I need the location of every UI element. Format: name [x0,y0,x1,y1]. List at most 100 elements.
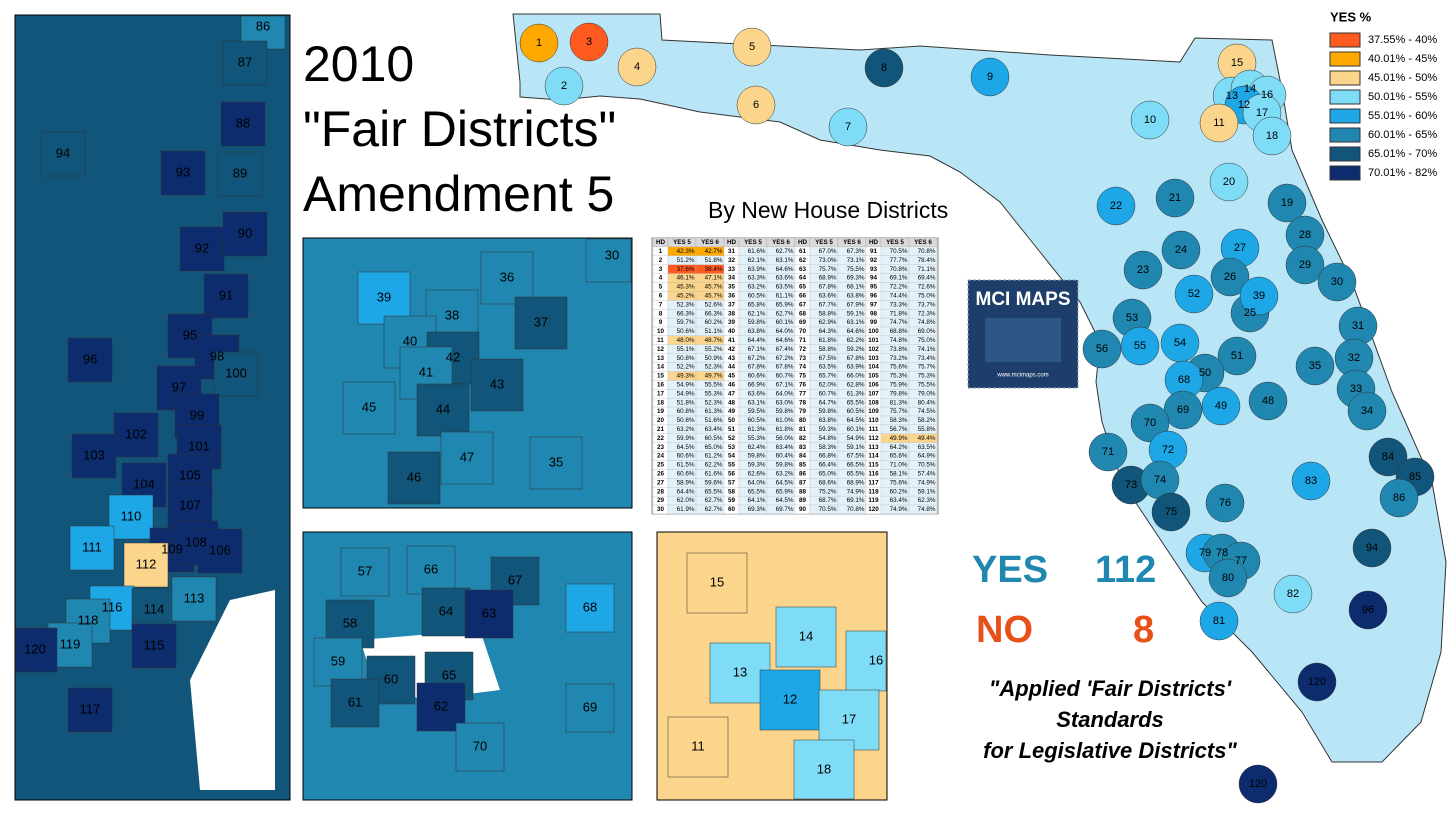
table-cell: 64.4% [748,337,766,344]
table-cell: 79 [799,408,807,415]
table-cell: 12 [657,346,665,353]
district-label: 1 [536,37,542,49]
legend-swatch [1329,108,1361,124]
table-cell: 55.3% [705,390,723,397]
table-cell: 51.1% [705,328,723,335]
table-cell: 13 [657,355,665,362]
table-cell: 84 [799,453,807,460]
district-area [1273,574,1313,614]
table-cell: 72 [799,346,807,353]
table-cell: 69.1% [890,275,908,282]
district-area [1161,230,1201,270]
table-header: YES 5 [744,239,762,246]
table-cell: 60.8% [677,408,695,415]
table-cell: 66.3% [677,310,695,317]
table-cell: 67.8% [819,284,837,291]
table-cell: 61.3% [748,426,766,433]
table-cell: 60.1% [776,319,794,326]
district-label: 118 [78,612,99,627]
district-area [732,27,772,67]
table-cell: 60.2% [890,488,908,495]
district-area [1297,662,1337,702]
district-area [213,351,259,397]
table-cell: 88 [799,488,807,495]
legend-label: 55.01% - 60% [1368,110,1437,122]
district-label: 52 [1188,288,1200,300]
table-cell: 67.1% [748,346,766,353]
table-cell: 67.3% [847,248,865,255]
district-area [828,107,868,147]
table-cell: 52.6% [705,301,723,308]
district-label: 100 [225,365,247,380]
table-cell: 68.6% [819,479,837,486]
table-cell: 54.9% [677,390,695,397]
table-cell: 71.8% [890,310,908,317]
district-label: 103 [83,447,105,462]
cell-bg [908,504,938,515]
table-cell: 58.1% [890,471,908,478]
table-cell: 64.9% [918,453,936,460]
table-cell: 75 [799,373,807,380]
table-header: YES 5 [673,239,691,246]
district-area [1130,403,1170,443]
table-cell: 119 [868,497,879,504]
table-cell: 75.0% [918,337,936,344]
table-cell: 49.3% [677,373,695,380]
table-cell: 64 [799,275,807,282]
table-cell: 60.7% [819,390,837,397]
table-cell: 87 [799,479,807,486]
table-cell: 85 [799,462,807,469]
table-cell: 54.9% [847,435,865,442]
district-label: 87 [238,54,252,69]
table-cell: 63.5% [819,364,837,371]
district-label: 19 [1281,197,1293,209]
table-cell: 103 [868,355,879,362]
district-area [313,637,363,687]
district-label: 26 [1224,271,1236,283]
table-header: HD [656,239,666,246]
district-area [736,85,776,125]
district-label: 56 [1096,343,1108,355]
table-cell: 73.2% [890,355,908,362]
legend-label: 60.01% - 65% [1368,129,1437,141]
table-cell: 61.6% [705,471,723,478]
table-cell: 108 [868,399,879,406]
results-table: HD YES 5 YES 6 1 42.3% 42.7% 2 51.2% 51.8% 3 37.6%… [651,237,939,515]
district-area [179,226,225,272]
district-label: 5 [749,41,755,53]
table-cell: 74.1% [918,346,936,353]
table-cell: 60.5% [748,417,766,424]
legend-swatch [1329,32,1361,48]
district-label: 101 [188,438,210,453]
district-label: 70 [1144,417,1156,429]
table-cell: 62.6% [748,471,766,478]
table-cell: 73.3% [890,301,908,308]
table-cell: 58.8% [819,346,837,353]
table-cell: 67.5% [847,453,865,460]
table-header: YES 6 [843,239,861,246]
district-area [217,151,263,197]
table-cell: 74.5% [918,408,936,415]
table-cell: 92 [870,257,878,264]
district-area [440,431,494,485]
table-cell: 60 [728,506,736,513]
district-area [845,630,887,692]
subtitle: By New House Districts [708,197,948,223]
water [190,590,275,790]
table-cell: 105 [868,373,879,380]
table-cell: 64.1% [748,497,766,504]
table-cell: 67.5% [819,355,837,362]
district-label: 66 [424,561,438,576]
district-area [1368,437,1408,477]
table-cell: 81.3% [890,399,908,406]
table-cell: 60.6% [677,471,695,478]
district-label: 23 [1137,264,1149,276]
table-cell: 26 [657,471,665,478]
table-cell: 42 [728,346,736,353]
district-label: 93 [176,164,190,179]
table-cell: 63.8% [748,328,766,335]
table-cell: 65.0% [819,471,837,478]
table-cell: 78 [799,399,807,406]
district-label: 113 [184,590,205,605]
table-cell: 59.7% [677,319,695,326]
